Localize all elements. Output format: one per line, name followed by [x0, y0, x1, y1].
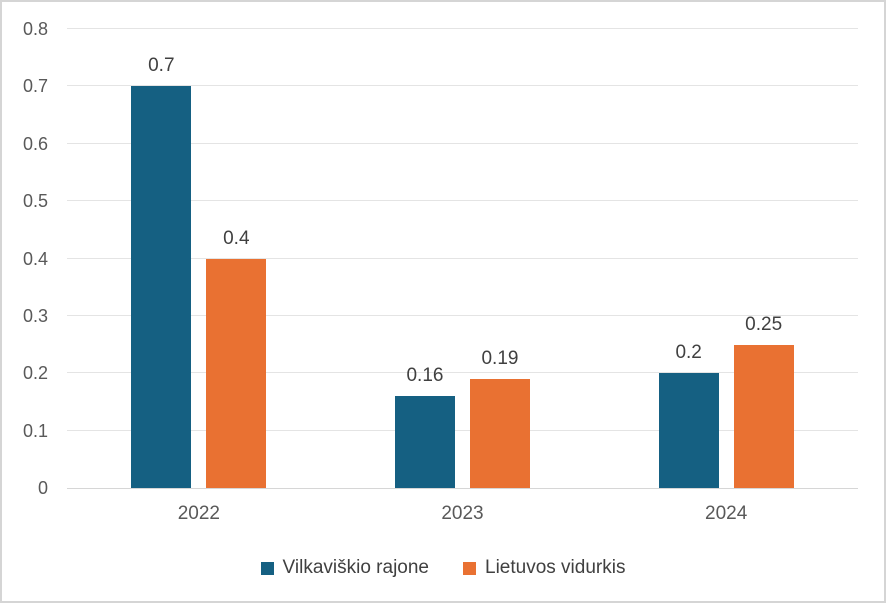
y-tick-label: 0.8: [22, 19, 48, 39]
y-tick-label: 0.7: [22, 76, 48, 97]
legend-item-Vilkaviškio rajone: Vilkaviškio rajone: [260, 557, 429, 579]
gridline: [67, 314, 858, 316]
y-tick-label: 0.3: [22, 305, 48, 326]
x-tick-label: 2023: [441, 503, 484, 524]
gridline: [67, 142, 858, 144]
bar-value-label: 0.19: [481, 348, 519, 369]
bar-group-2022: 0.7 0.4: [67, 29, 331, 488]
gridline: [67, 28, 858, 29]
gridline: [67, 257, 858, 259]
gridline: [67, 372, 858, 374]
x-tick-label: 2022: [177, 503, 220, 524]
bar-value-label: 0.7: [148, 55, 175, 77]
bar-2023-Vilkaviškio rajone: [394, 396, 455, 488]
bar-value-label: 0.4: [223, 227, 250, 249]
bar-wrap: 0.16: [394, 365, 455, 488]
gridline: [67, 200, 858, 202]
y-tick-label: 0.1: [22, 420, 48, 441]
plot-area: 0.7 0.4 0.16 0.19 0.2 0.25: [67, 28, 858, 489]
legend-swatch-icon: [463, 561, 476, 575]
x-axis-line: [67, 488, 858, 489]
bar-2022-Vilkaviškio rajone: [131, 86, 192, 488]
y-tick-label: 0.5: [22, 191, 48, 212]
y-tick-label: 0.2: [22, 363, 48, 384]
gridline: [67, 85, 858, 87]
bar-value-label: 0.16: [406, 365, 444, 387]
bar-wrap: 0.25: [733, 314, 794, 488]
bar-2022-Lietuvos vidurkis: [206, 258, 267, 488]
bar-2023-Lietuvos vidurkis: [469, 379, 530, 488]
legend-label: Lietuvos vidurkis: [485, 557, 626, 578]
x-tick-label: 2024: [705, 503, 748, 524]
legend-label: Vilkaviškio rajone: [282, 557, 429, 578]
y-tick-label: 0.4: [22, 248, 48, 269]
gridline: [67, 429, 858, 431]
bar-value-label: 0.2: [675, 342, 702, 364]
bar-wrap: 0.2: [658, 342, 719, 488]
legend: Vilkaviškio rajone Lietuvos vidurkis: [2, 557, 884, 579]
legend-swatch-icon: [260, 561, 274, 575]
bar-2024-Lietuvos vidurkis: [733, 344, 794, 488]
bar-value-label: 0.25: [745, 313, 783, 335]
bar-2024-Vilkaviškio rajone: [658, 373, 719, 488]
bar-wrap: 0.19: [469, 348, 530, 488]
bar-wrap: 0.4: [206, 228, 267, 488]
y-tick-label: 0: [37, 478, 48, 498]
y-axis-labels: 0 0.1 0.2 0.3 0.4 0.5 0.6 0.7 0.8: [2, 2, 48, 601]
x-axis-labels: 2022 2023 2024: [2, 503, 884, 527]
legend-item-Lietuvos vidurkis: Lietuvos vidurkis: [463, 557, 625, 579]
bar-group-2023: 0.16 0.19: [331, 29, 595, 488]
bar-wrap: 0.7: [131, 55, 192, 488]
bar-group-2024: 0.2 0.25: [594, 29, 858, 488]
y-tick-label: 0.6: [22, 133, 48, 154]
